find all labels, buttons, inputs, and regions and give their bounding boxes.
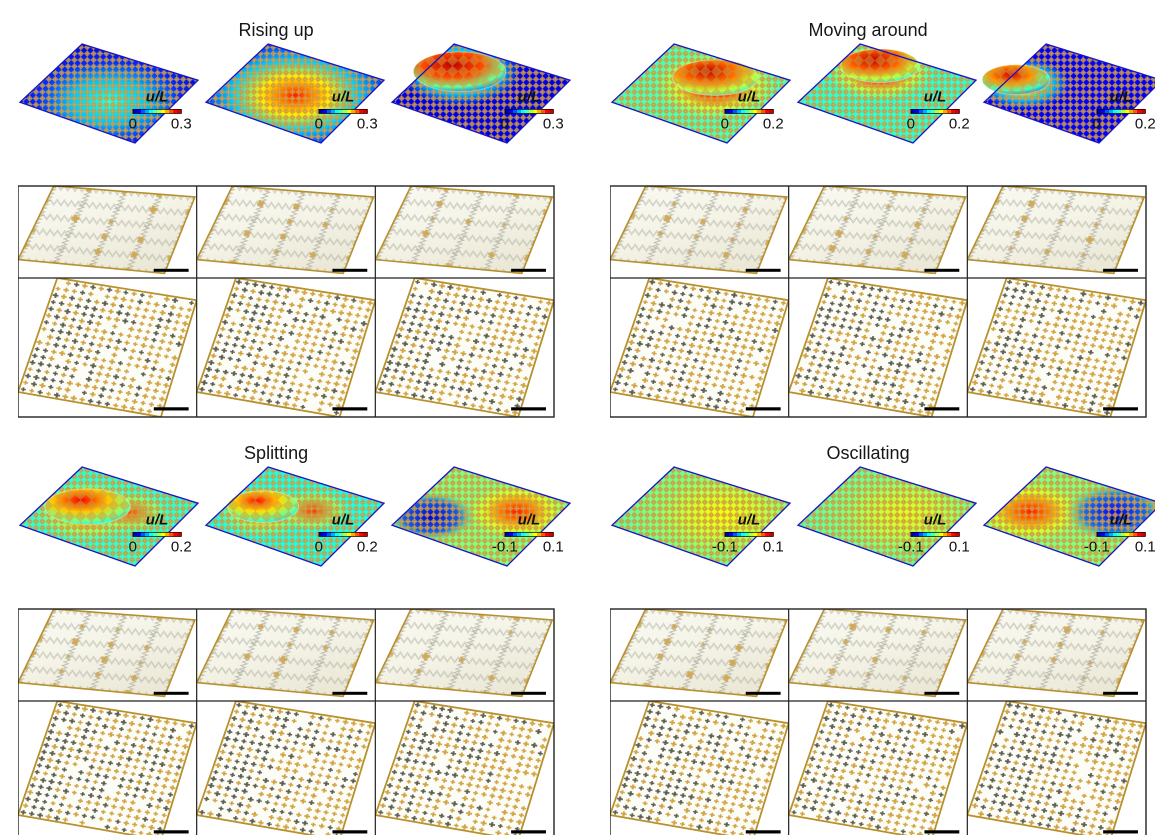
svg-text:0: 0 (1093, 115, 1101, 132)
svg-text:u/L: u/L (146, 88, 169, 105)
svg-text:0.2: 0.2 (357, 538, 378, 555)
svg-text:0: 0 (501, 115, 509, 132)
svg-text:0.2: 0.2 (949, 115, 970, 132)
svg-text:u/L: u/L (332, 511, 355, 528)
svg-text:u/L: u/L (924, 88, 947, 105)
svg-text:-0.1: -0.1 (492, 538, 518, 555)
svg-text:u/L: u/L (1110, 88, 1133, 105)
svg-text:0: 0 (907, 115, 915, 132)
svg-text:u/L: u/L (518, 88, 541, 105)
svg-text:0: 0 (129, 538, 137, 555)
svg-text:0.2: 0.2 (1135, 115, 1155, 132)
svg-text:0.2: 0.2 (763, 115, 784, 132)
svg-text:0.2: 0.2 (171, 538, 192, 555)
svg-text:0.1: 0.1 (543, 538, 564, 555)
svg-text:0.3: 0.3 (357, 115, 378, 132)
svg-text:0: 0 (315, 538, 323, 555)
svg-text:u/L: u/L (146, 511, 169, 528)
svg-text:u/L: u/L (738, 88, 761, 105)
svg-text:u/L: u/L (518, 511, 541, 528)
svg-text:0: 0 (721, 115, 729, 132)
svg-text:0: 0 (129, 115, 137, 132)
svg-text:0: 0 (315, 115, 323, 132)
svg-text:Moving around: Moving around (809, 20, 928, 40)
svg-text:Splitting: Splitting (244, 443, 308, 463)
svg-text:0.3: 0.3 (171, 115, 192, 132)
svg-text:Rising up: Rising up (239, 20, 314, 40)
svg-text:u/L: u/L (332, 88, 355, 105)
svg-text:0.3: 0.3 (543, 115, 564, 132)
